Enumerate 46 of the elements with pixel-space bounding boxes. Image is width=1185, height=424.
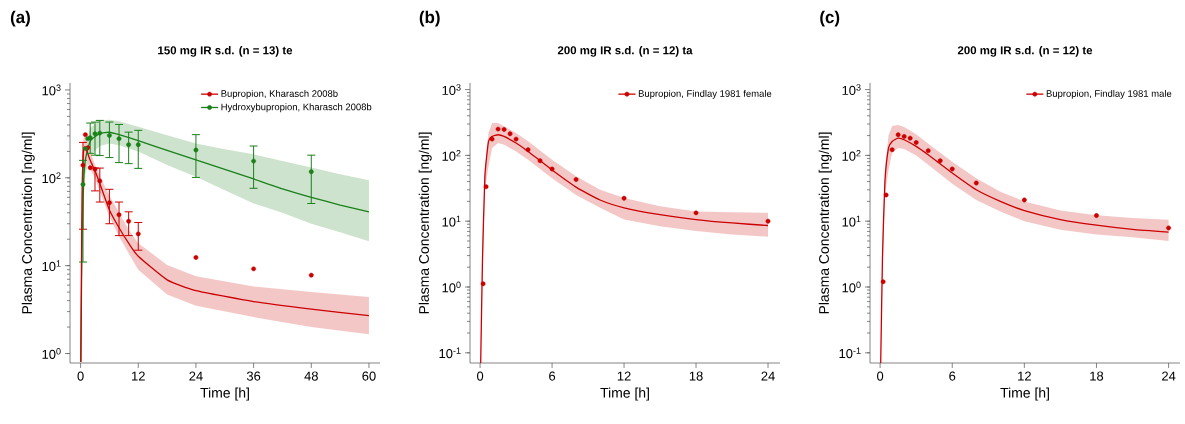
y-tick-label: 10$^{0}$ <box>442 281 461 293</box>
x-tick-label: 12 <box>1018 371 1031 381</box>
y-tick-label: 10$^{0}$ <box>42 348 61 359</box>
x-tick-label: 48 <box>304 371 318 381</box>
text: (a) <box>10 10 30 27</box>
legend-label: Bupropion, Findlay 1981 female <box>638 89 772 99</box>
y-tick-label: 10$^{3}$ <box>442 84 461 95</box>
x-tick-label: 24 <box>1162 371 1176 381</box>
chart-title: 150 mg IR s.d. (n = 13) te <box>158 45 293 57</box>
x-tick-label: 36 <box>246 371 261 381</box>
x-axis-title: Time [h] <box>1000 387 1049 401</box>
y-axis-title: Plasma Concentration [ng/ml] <box>418 132 432 314</box>
chart-title: 200 mg IR s.d. (n = 12) ta <box>557 45 693 57</box>
x-tick-label: 6 <box>549 371 556 381</box>
y-axis-title: Plasma Concentration [ng/ml] <box>818 132 832 314</box>
x-tick-label: 18 <box>1090 371 1104 381</box>
y-tick-label: 10$^{3}$ <box>842 84 861 95</box>
x-tick-label: 24 <box>761 371 775 381</box>
x-tick-label: 6 <box>949 371 956 381</box>
y-tick-label: 10$^{0}$ <box>842 281 861 293</box>
y-tick-label: 10$^{-1}$ <box>439 347 461 359</box>
y-axis-title: Plasma Concentration [ng/ml] <box>21 132 35 314</box>
y-tick-label: 10$^{1}$ <box>442 215 461 227</box>
legend-label: Hydroxybupropion, Kharasch 2008b <box>221 103 372 113</box>
y-tick-label: 10$^{-1}$ <box>839 347 861 359</box>
y-tick-label: 10$^{2}$ <box>42 172 61 184</box>
x-tick-label: 24 <box>189 371 203 381</box>
x-tick-label: 12 <box>132 371 145 381</box>
x-tick-label: 12 <box>617 371 631 381</box>
text: (c) <box>820 10 840 27</box>
y-tick-label: 10$^{1}$ <box>842 215 861 227</box>
x-axis-title: Time [h] <box>200 387 249 401</box>
chart-title: 200 mg IR s.d. (n = 12) te <box>957 45 1093 57</box>
y-tick-label: 10$^{1}$ <box>42 260 61 272</box>
text: (b) <box>419 10 440 27</box>
x-axis-title: Time [h] <box>600 387 649 401</box>
x-tick-label: 60 <box>362 371 376 381</box>
legend-label: Bupropion, Findlay 1981 male <box>1046 89 1172 99</box>
y-tick-label: 10$^{2}$ <box>842 150 861 161</box>
x-tick-label: 0 <box>476 371 484 381</box>
y-tick-label: 10$^{3}$ <box>42 84 61 96</box>
y-tick-label: 10$^{2}$ <box>442 150 461 161</box>
x-tick-label: 18 <box>689 371 703 381</box>
legend-label: Bupropion, Kharasch 2008b <box>221 89 338 99</box>
x-tick-label: 0 <box>877 371 884 381</box>
x-tick-label: 0 <box>77 371 84 381</box>
